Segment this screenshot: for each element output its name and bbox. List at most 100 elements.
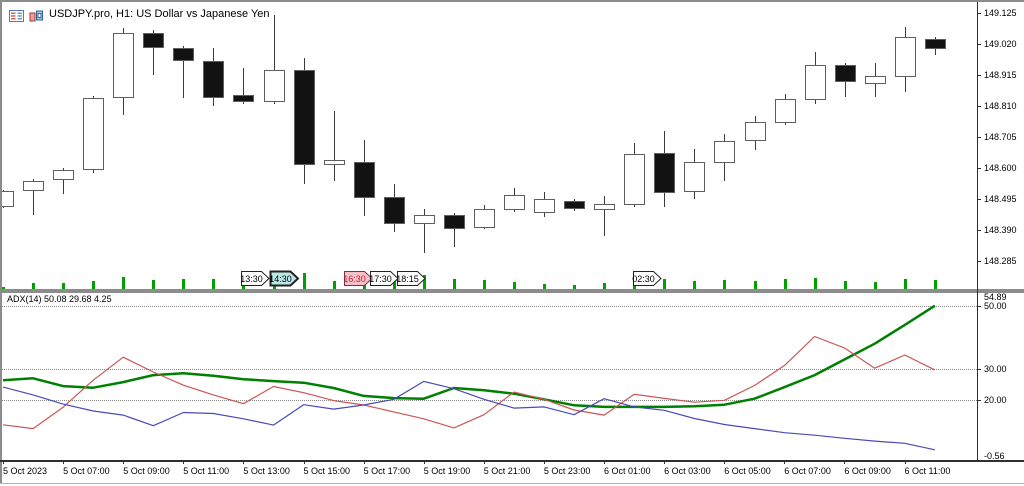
adx-main-line [2,304,936,409]
candle-wick [243,67,245,104]
time-flag-label: 13:30 [240,274,263,284]
candle-wick [273,15,275,104]
candle-body-bear [443,214,465,230]
time-label: 6 Oct 11:00 [904,466,951,476]
window-left-border [0,0,2,484]
time-tick [844,460,846,464]
ind-scale-min: -0.56 [984,451,1005,461]
volume-bar [813,278,817,289]
volume-bar [843,281,847,289]
volume-bar [573,285,577,289]
time-flag-label: 14:30 [269,274,292,284]
time-label: 5 Oct 17:00 [363,466,411,476]
candle-body-bear [293,69,315,166]
time-label: 6 Oct 09:00 [844,466,891,476]
volume-bar [92,281,96,289]
plus-di-line [2,335,936,430]
volume-bar [783,279,787,289]
volume-bar [122,277,126,289]
ind-scale-max: 54.89 [984,292,1007,302]
minus-di-line [2,380,936,451]
candle-body-bull [714,141,736,163]
price-scale[interactable]: 149.125 149.020 148.915 148.810 148.705 148.6… [977,0,1024,461]
volume-bar [513,282,517,289]
volume-bar [152,280,156,289]
candle-wick [604,196,606,236]
level-line-30 [2,369,977,370]
window-bottom-line [0,483,1024,484]
candle-body-bear [233,95,255,102]
candle-wick [423,209,425,254]
volume-bar [182,279,186,289]
volume-bar [693,281,697,289]
volume-bar [332,281,336,289]
time-tick [243,460,245,464]
candlestick-chart-icon [29,9,44,21]
time-flag-1815[interactable]: 18:15 [396,271,426,286]
ind-scale-30: 30.00 [984,364,1007,374]
time-tick [664,460,666,464]
candle-body-bull [113,33,135,98]
candle-body-bull [624,154,646,205]
price-label: 148.600 [984,163,1017,173]
candle-body-bull [263,69,285,102]
candle-body-bull [594,204,616,210]
candle-body-bear [834,64,856,83]
candle-body-bull [473,209,495,228]
candle-body-bull [774,98,796,123]
time-tick [724,460,726,464]
ind-scale-tick [977,400,981,401]
time-tick [904,460,906,464]
time-flag-label: 18:15 [396,274,419,284]
volume-bar [392,277,396,289]
candle-body-bear [654,152,676,194]
price-chart-pane[interactable]: USDJPY.pro, H1: US Dollar vs Japanese Ye… [2,2,977,289]
candle-wick [153,30,155,75]
pane-separator[interactable] [0,289,1024,293]
volume-bar [933,280,937,289]
time-flag-label: 02:30 [632,274,655,284]
price-label: 148.495 [984,194,1017,204]
candle-wick [63,167,65,194]
volume-bar [212,279,216,289]
time-label: 5 Oct 19:00 [423,466,471,476]
ind-scale-50: 50.00 [984,301,1007,311]
candle-body-bull [864,75,886,84]
time-tick [423,460,425,464]
time-flag-1730[interactable]: 17:30 [369,271,399,286]
candle-body-bear [143,33,165,49]
candle-wick [333,111,335,181]
price-tick [977,199,981,200]
price-label: 148.810 [984,101,1017,111]
price-tick [977,137,981,138]
time-tick [123,460,125,464]
indicator-pane[interactable]: ADX(14) 50.08 29.68 4.25 [2,293,977,461]
time-flag-1430[interactable]: 14:30 [269,270,300,287]
time-flag-1330[interactable]: 13:30 [240,271,270,286]
price-label: 148.390 [984,225,1017,235]
candle-body-bull [534,198,556,213]
volume-bar [543,284,547,289]
candle-wick [453,212,455,248]
price-axis-line [977,2,978,461]
chart-header: USDJPY.pro, H1: US Dollar vs Japanese Ye… [9,8,270,22]
time-label: 5 Oct 23:00 [543,466,591,476]
time-flag-0230[interactable]: 02:30 [632,271,662,286]
time-label: 5 Oct 21:00 [483,466,531,476]
candle-body-bull [684,162,706,192]
time-label: 5 Oct 07:00 [63,466,110,476]
price-tick [977,44,981,45]
candle-body-bull [53,170,75,181]
volume-bar [482,280,486,289]
time-flag-1630[interactable]: 16:30 [343,271,373,286]
window-top-border [0,0,1024,2]
time-scale[interactable]: 5 Oct 2023 5 Oct 07:00 5 Oct 09:00 5 Oct 11… [0,460,1024,482]
time-label: 5 Oct 2023 [3,466,48,476]
time-label: 6 Oct 07:00 [784,466,831,476]
quotes-list-icon [9,9,24,22]
time-tick [183,460,185,464]
ind-scale-tick [977,369,981,370]
price-tick [977,13,981,14]
price-tick [977,168,981,169]
candle-body-bear [924,38,946,49]
